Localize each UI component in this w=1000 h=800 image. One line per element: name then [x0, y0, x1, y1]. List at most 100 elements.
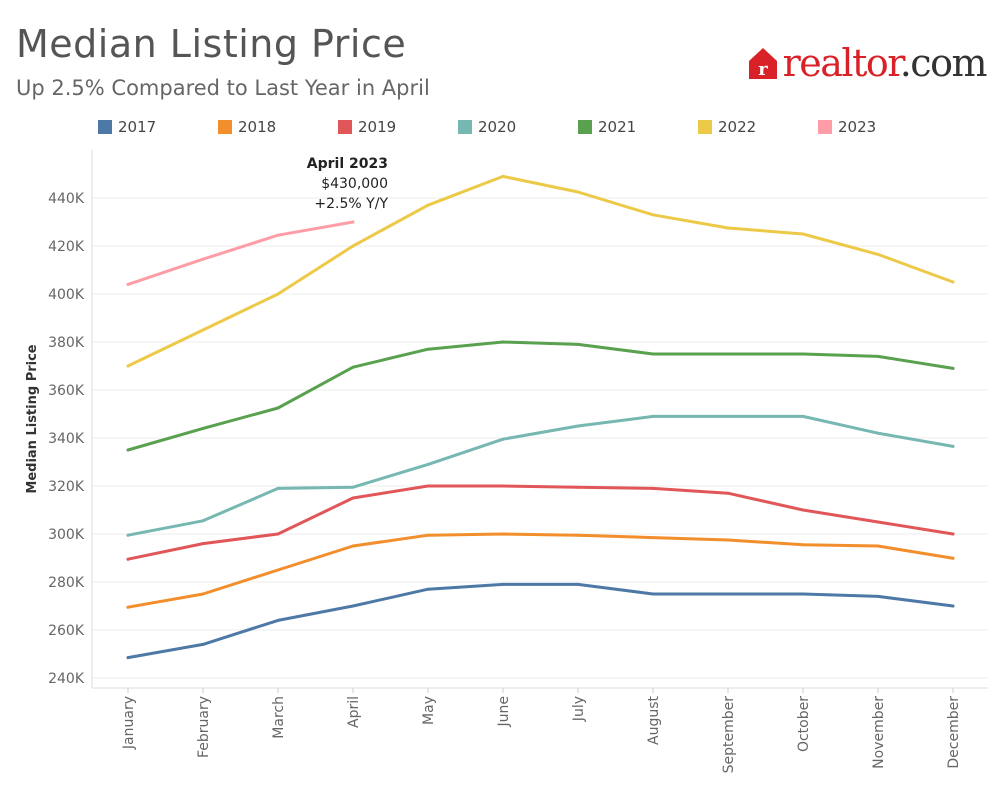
data-point-2018: [801, 543, 805, 547]
data-point-2019: [651, 486, 655, 490]
data-point-2020: [426, 462, 430, 466]
data-point-2018: [276, 568, 280, 572]
legend-label: 2023: [838, 118, 877, 136]
legend-item-2019: 2019: [338, 118, 458, 136]
legend-item-2017: 2017: [98, 118, 218, 136]
y-tick-label: 420K: [48, 239, 85, 255]
data-point-2022: [726, 226, 730, 230]
data-point-2022: [351, 244, 355, 248]
data-point-2020: [951, 444, 955, 448]
data-point-2017: [201, 642, 205, 646]
logo-suffix: .com: [899, 41, 988, 85]
y-tick-label: 320K: [48, 479, 85, 495]
x-tick-label: November: [871, 696, 887, 769]
data-point-2017: [576, 582, 580, 586]
data-point-2023: [351, 220, 355, 224]
data-point-2022: [651, 213, 655, 217]
y-tick-label: 260K: [48, 623, 85, 639]
data-point-2021: [126, 448, 130, 452]
data-point-2019: [876, 520, 880, 524]
y-tick-label: 440K: [48, 191, 85, 207]
data-point-2021: [276, 406, 280, 410]
logo-mark-letter: r: [758, 59, 768, 80]
x-tick-label: June: [496, 696, 512, 728]
data-point-2023: [126, 282, 130, 286]
data-point-2018: [201, 592, 205, 596]
april-2023-annotation: April 2023 $430,000 +2.5% Y/Y: [300, 154, 388, 214]
x-tick-label: March: [271, 696, 287, 739]
series-line-2020: [126, 414, 955, 537]
data-point-2020: [801, 414, 805, 418]
y-axis-label: Median Listing Price: [25, 344, 40, 493]
data-point-2017: [876, 594, 880, 598]
data-point-2020: [126, 533, 130, 537]
data-point-2021: [201, 426, 205, 430]
data-point-2021: [576, 342, 580, 346]
x-tick-label: August: [646, 695, 662, 745]
logo-wordmark: realtor.com: [782, 41, 988, 85]
series-line-2018: [126, 532, 955, 609]
data-point-2022: [876, 252, 880, 256]
x-tick-label: May: [421, 696, 437, 725]
data-point-2017: [801, 592, 805, 596]
x-tick-label: September: [721, 696, 737, 774]
data-point-2021: [876, 354, 880, 358]
x-tick-label: October: [796, 696, 812, 752]
chart-legend: 2017 2018 2019 2020 2021 2022 2023: [98, 118, 938, 136]
data-point-2018: [876, 544, 880, 548]
data-point-2020: [876, 431, 880, 435]
data-point-2023: [276, 233, 280, 237]
data-point-2022: [576, 190, 580, 194]
series-line-2019: [126, 484, 955, 561]
legend-label: 2022: [718, 118, 757, 136]
data-point-2022: [951, 280, 955, 284]
data-point-2021: [651, 352, 655, 356]
x-tick-label: December: [946, 696, 962, 769]
legend-label: 2021: [598, 118, 637, 136]
series-line-2022: [126, 174, 955, 368]
legend-item-2020: 2020: [458, 118, 578, 136]
logo-brand: realtor: [782, 41, 902, 85]
data-point-2022: [126, 364, 130, 368]
data-point-2022: [201, 328, 205, 332]
data-point-2019: [501, 484, 505, 488]
series-line-2021: [126, 340, 955, 452]
x-tick-label: February: [196, 696, 212, 758]
data-point-2017: [726, 592, 730, 596]
data-point-2021: [951, 366, 955, 370]
data-point-2017: [426, 587, 430, 591]
data-point-2020: [276, 486, 280, 490]
data-point-2022: [276, 292, 280, 296]
house-logo-icon: r: [747, 45, 779, 81]
data-point-2021: [801, 352, 805, 356]
annotation-value: $430,000: [321, 176, 388, 192]
data-point-2018: [501, 532, 505, 536]
legend-swatch: [338, 120, 352, 134]
data-point-2019: [801, 508, 805, 512]
legend-swatch: [578, 120, 592, 134]
x-tick-label: April: [346, 696, 362, 728]
data-point-2018: [126, 605, 130, 609]
data-point-2017: [351, 604, 355, 608]
data-point-2019: [201, 542, 205, 546]
data-point-2018: [651, 536, 655, 540]
y-tick-label: 240K: [48, 671, 85, 687]
legend-label: 2017: [118, 118, 157, 136]
data-point-2018: [351, 544, 355, 548]
data-point-2019: [351, 496, 355, 500]
data-point-2023: [201, 257, 205, 261]
legend-label: 2018: [238, 118, 277, 136]
data-point-2022: [501, 174, 505, 178]
realtor-logo: r realtor.com: [747, 40, 988, 86]
legend-label: 2019: [358, 118, 397, 136]
series-line-2023: [126, 220, 355, 286]
legend-label: 2020: [478, 118, 517, 136]
data-point-2022: [801, 232, 805, 236]
chart-subtitle: Up 2.5% Compared to Last Year in April: [16, 76, 430, 100]
y-tick-label: 340K: [48, 431, 85, 447]
data-point-2017: [951, 604, 955, 608]
data-point-2020: [576, 424, 580, 428]
data-point-2019: [276, 532, 280, 536]
y-tick-label: 380K: [48, 335, 85, 351]
